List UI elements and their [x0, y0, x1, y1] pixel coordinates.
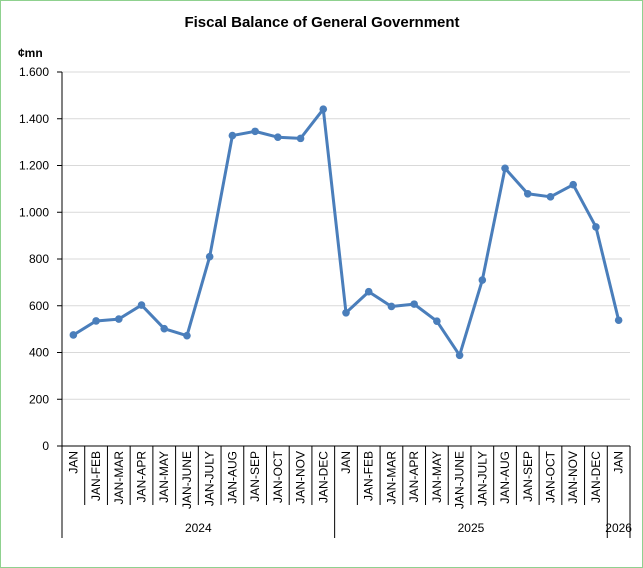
data-point: [387, 302, 396, 311]
data-point: [523, 189, 532, 198]
y-tick-label: 600: [29, 299, 49, 313]
x-tick-label: JAN-DEC: [589, 451, 603, 503]
y-tick-label: 0: [42, 439, 49, 453]
x-tick-label: JAN-APR: [407, 451, 421, 503]
year-group-labels: 2024 2025 2026: [185, 521, 632, 535]
data-point: [205, 252, 214, 261]
x-tick-label: JAN-AUG: [498, 451, 512, 504]
y-tick-label: 800: [29, 252, 49, 266]
x-tick-label: JAN-JUNE: [180, 451, 194, 509]
x-tick-label: JAN-MAR: [112, 451, 126, 505]
x-tick-label: JAN-NOV: [294, 451, 308, 504]
year-group-label: 2026: [605, 521, 632, 535]
data-point: [319, 105, 328, 113]
y-tick-label: 1.200: [19, 159, 49, 173]
data-point: [160, 324, 169, 333]
data-point: [69, 331, 78, 339]
data-point: [410, 300, 418, 308]
data-point: [592, 223, 600, 231]
x-tick-label: JAN-FEB: [89, 451, 103, 501]
y-tick-label: 1.400: [19, 112, 49, 126]
data-point: [296, 134, 305, 143]
x-tick-label: JAN-DEC: [316, 451, 330, 503]
chart-title: Fiscal Balance of General Government: [184, 14, 459, 31]
data-point: [251, 127, 259, 136]
axes: [57, 71, 631, 538]
x-tick-label: JAN-JULY: [203, 451, 217, 506]
data-point: [433, 317, 441, 325]
data-point: [364, 287, 373, 296]
y-tick-label: 1.600: [19, 65, 49, 79]
year-group-label: 2025: [458, 521, 485, 535]
x-tick-label: JAN: [612, 451, 626, 474]
series-line: [72, 107, 621, 357]
data-point: [115, 315, 123, 323]
x-tick-label: JAN-JULY: [475, 451, 489, 506]
data-point: [614, 316, 623, 325]
x-tick-label: JAN-MAR: [384, 451, 398, 505]
x-tick-label: JAN-OCT: [271, 450, 285, 503]
year-group-label: 2024: [185, 521, 212, 535]
x-category-labels: JAN JAN-FEB JAN-MAR JAN-APR JAN-MAY JAN-JUNE J…: [66, 450, 625, 509]
x-tick-label: JAN-SEP: [248, 451, 262, 502]
x-tick-label: JAN: [66, 451, 80, 474]
x-tick-label: JAN-NOV: [566, 451, 580, 504]
y-tick-label: 400: [29, 346, 49, 360]
y-tick-label: 1.000: [19, 205, 49, 219]
data-point: [478, 276, 487, 284]
data-point: [274, 133, 282, 142]
data-point: [455, 351, 464, 360]
x-tick-label: JAN-SEP: [521, 451, 535, 502]
x-tick-label: JAN-MAY: [157, 451, 171, 503]
x-tick-label: JAN-APR: [135, 451, 149, 503]
x-tick-label: JAN-AUG: [225, 451, 239, 504]
x-tick-label: JAN-MAY: [430, 451, 444, 503]
data-point: [92, 317, 100, 325]
data-point: [137, 301, 146, 309]
data-point: [228, 131, 237, 140]
x-tick-label: JAN: [339, 451, 353, 474]
data-point: [569, 180, 577, 189]
x-tick-label: JAN-FEB: [362, 451, 376, 501]
y-tick-labels: 0 200 400 600 800 1.000 1.200 1.400 1.600: [19, 65, 49, 453]
y-axis-unit-label: ¢mn: [18, 46, 43, 60]
data-point: [183, 331, 191, 340]
series-layer: [69, 105, 623, 360]
data-point: [342, 308, 350, 317]
y-tick-label: 200: [29, 392, 49, 406]
x-tick-label: JAN-OCT: [543, 450, 557, 503]
data-point: [546, 193, 555, 201]
x-tick-label: JAN-JUNE: [453, 451, 467, 509]
gridlines: [62, 71, 630, 400]
data-point: [501, 164, 509, 173]
